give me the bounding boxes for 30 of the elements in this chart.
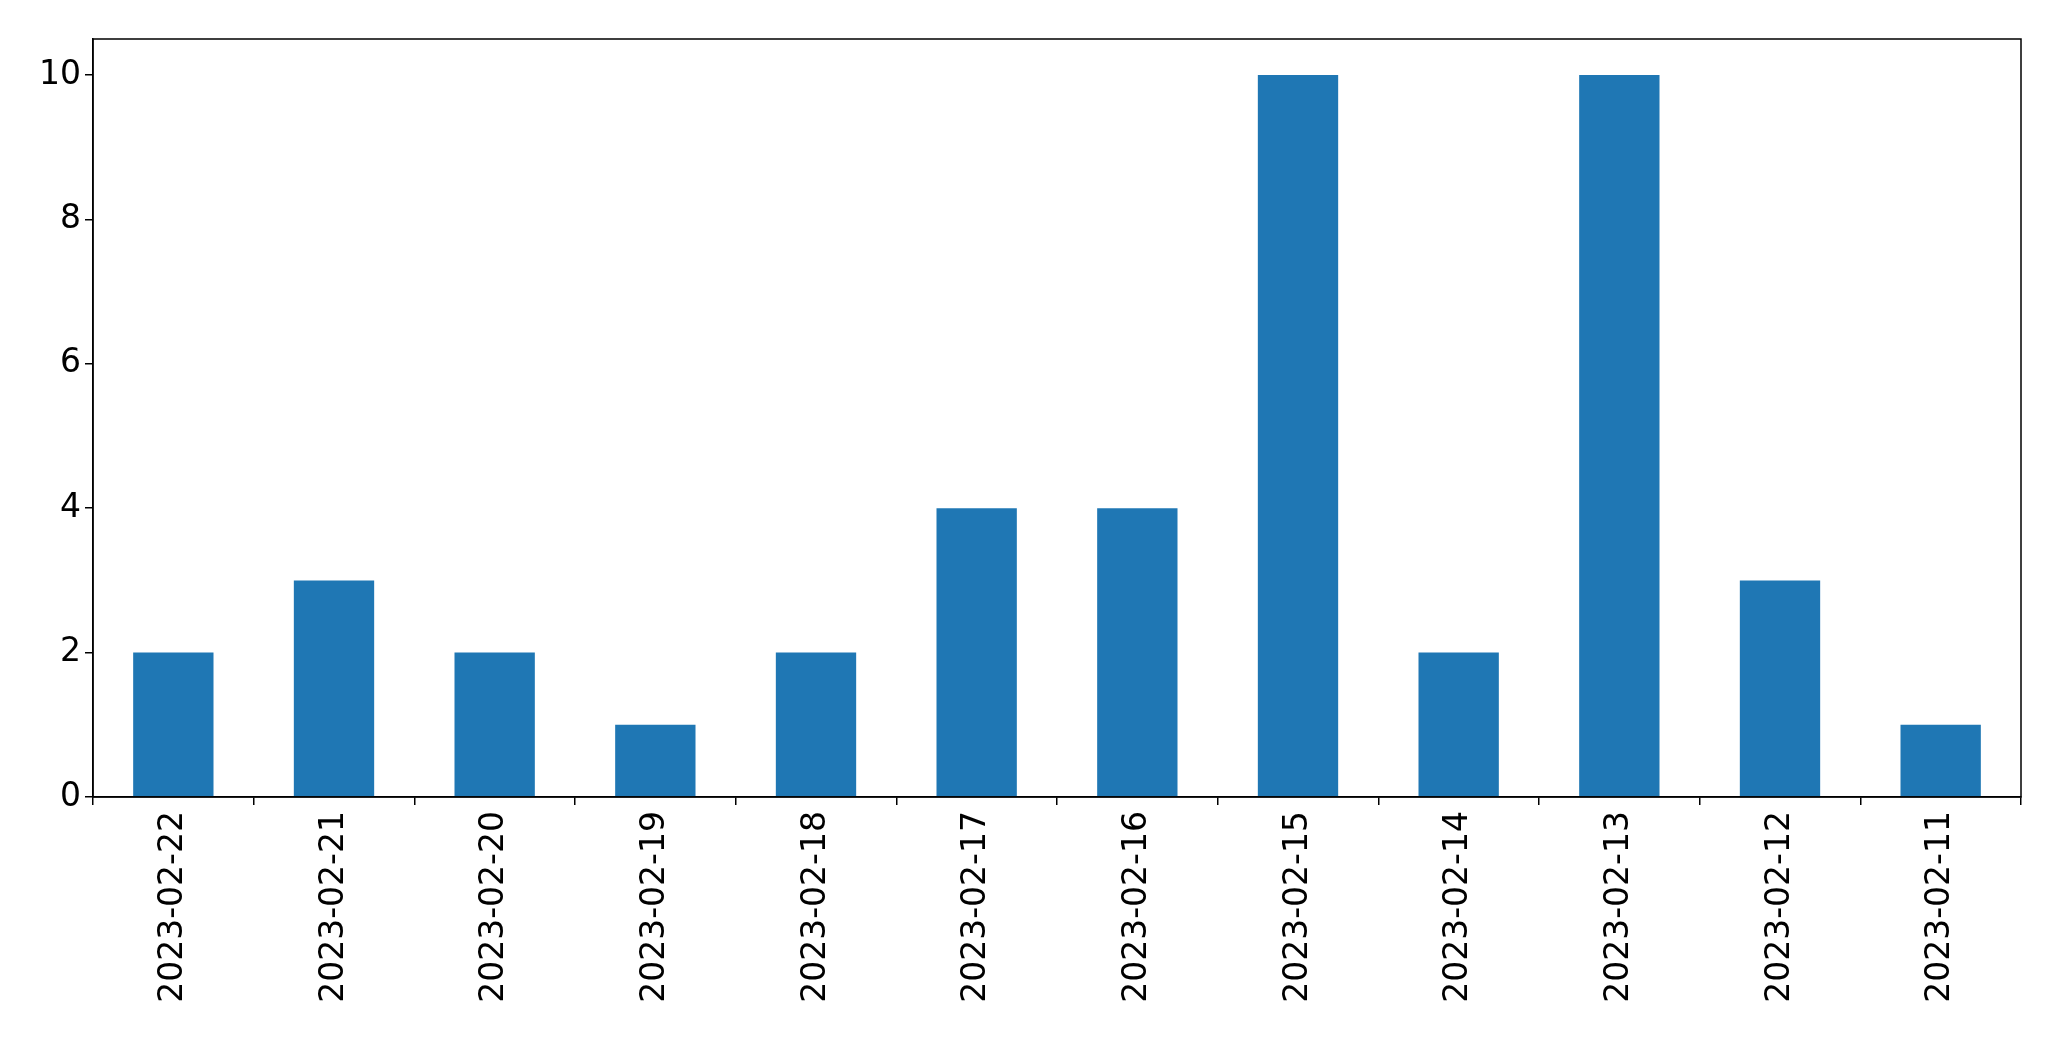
bar — [1257, 75, 1339, 797]
x-tick-label: 2023-02-21 — [311, 811, 351, 1003]
bar — [1579, 75, 1660, 797]
bar — [775, 652, 857, 797]
x-tick-label: 2023-02-22 — [150, 811, 190, 1003]
y-tick-label: 4 — [60, 485, 81, 525]
bar — [1900, 724, 1981, 797]
y-tick-label: 6 — [60, 341, 81, 381]
x-tick-label: 2023-02-17 — [954, 811, 994, 1003]
x-tick-label: 2023-02-16 — [1114, 811, 1154, 1003]
y-tick-label: 2 — [60, 630, 81, 670]
bar — [1739, 580, 1821, 797]
bar — [133, 652, 214, 797]
x-tick-label: 2023-02-13 — [1596, 811, 1636, 1003]
x-tick-label: 2023-02-18 — [793, 811, 833, 1003]
y-tick-label: 10 — [39, 52, 81, 92]
x-tick-label: 2023-02-11 — [1918, 811, 1958, 1003]
x-tick-label: 2023-02-12 — [1757, 811, 1797, 1003]
y-tick-label: 0 — [60, 774, 81, 814]
y-tick-label: 8 — [60, 197, 81, 237]
bar — [1097, 508, 1178, 797]
bar — [293, 580, 375, 797]
bar — [936, 508, 1017, 797]
x-tick-label: 2023-02-14 — [1436, 811, 1476, 1003]
x-tick-label: 2023-02-15 — [1275, 811, 1315, 1003]
bar — [1418, 652, 1499, 797]
bar — [454, 652, 535, 797]
x-tick-label: 2023-02-19 — [632, 811, 672, 1003]
x-tick-label: 2023-02-20 — [472, 811, 512, 1003]
bar — [615, 724, 696, 797]
